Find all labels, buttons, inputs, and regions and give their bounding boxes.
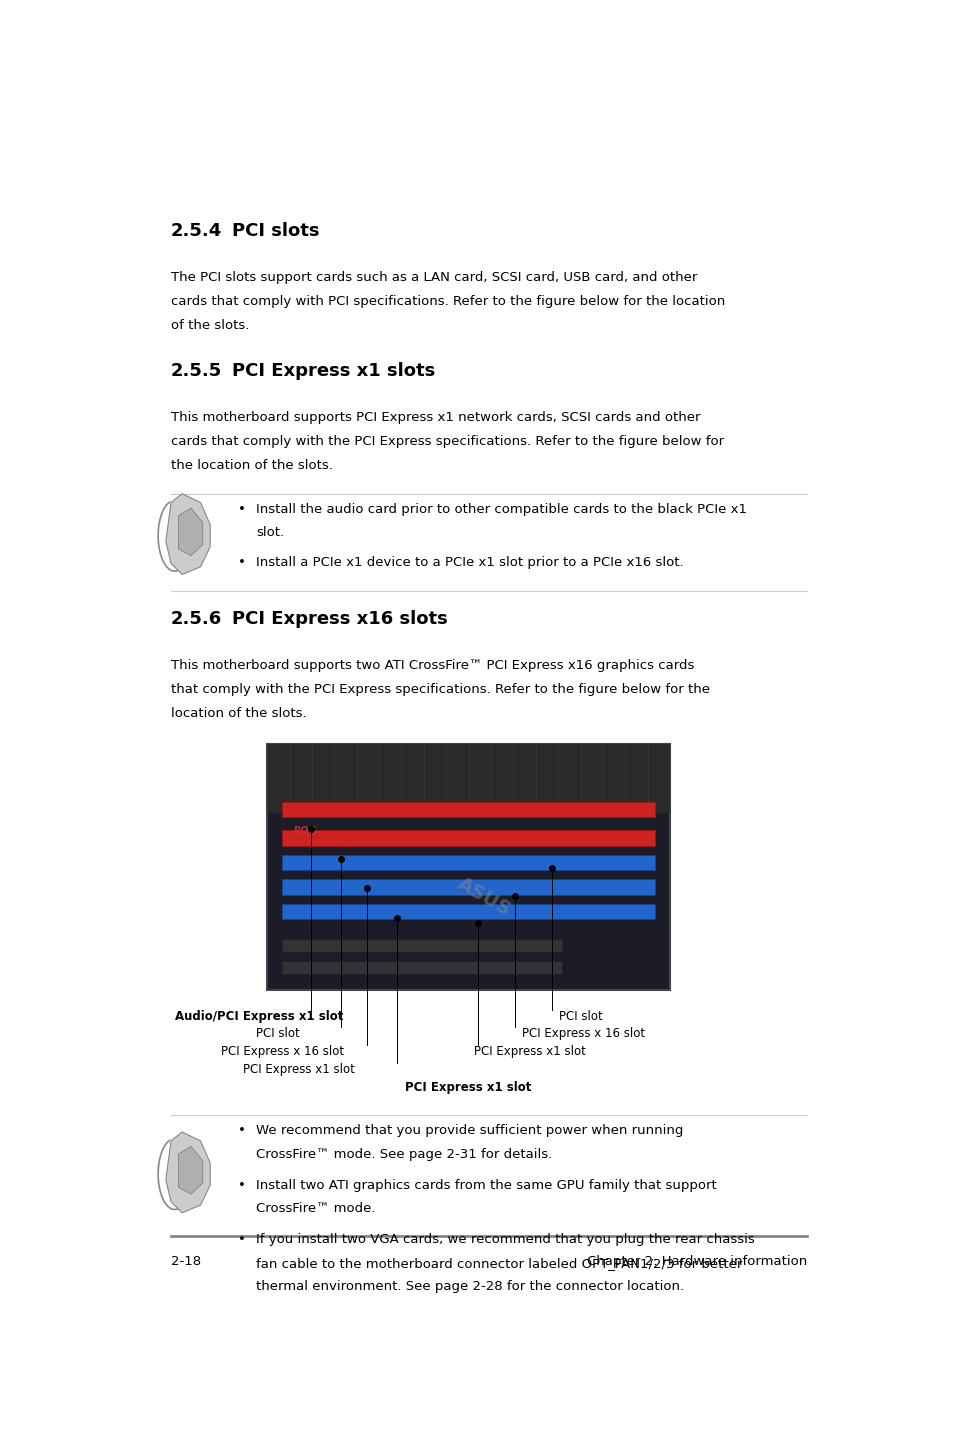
Text: cards that comply with PCI specifications. Refer to the figure below for the loc: cards that comply with PCI specification… xyxy=(171,295,724,308)
Text: •: • xyxy=(237,1232,245,1245)
Text: •: • xyxy=(237,555,245,568)
Text: of the slots.: of the slots. xyxy=(171,319,249,332)
Bar xyxy=(282,801,655,817)
Text: If you install two VGA cards, we recommend that you plug the rear chassis: If you install two VGA cards, we recomme… xyxy=(255,1232,754,1245)
Text: PCI slot: PCI slot xyxy=(558,1009,602,1022)
Text: thermal environment. See page 2-28 for the connector location.: thermal environment. See page 2-28 for t… xyxy=(255,1280,683,1293)
Text: CrossFire™ mode. See page 2-31 for details.: CrossFire™ mode. See page 2-31 for detai… xyxy=(255,1148,552,1160)
Text: 2-18: 2-18 xyxy=(171,1255,201,1268)
Polygon shape xyxy=(178,508,203,555)
Text: that comply with the PCI Express specifications. Refer to the figure below for t: that comply with the PCI Express specifi… xyxy=(171,683,709,696)
Text: Install the audio card prior to other compatible cards to the black PCIe x1: Install the audio card prior to other co… xyxy=(255,502,746,516)
Bar xyxy=(282,903,655,919)
Polygon shape xyxy=(178,1146,203,1194)
Text: Install two ATI graphics cards from the same GPU family that support: Install two ATI graphics cards from the … xyxy=(255,1179,716,1192)
Text: PCI Express x 16 slot: PCI Express x 16 slot xyxy=(521,1027,644,1040)
Text: PCI Express x1 slot: PCI Express x1 slot xyxy=(474,1045,585,1058)
Text: •: • xyxy=(237,1179,245,1192)
Text: Install a PCIe x1 device to a PCIe x1 slot prior to a PCIe x16 slot.: Install a PCIe x1 device to a PCIe x1 sl… xyxy=(255,555,683,568)
Text: CrossFire™ mode.: CrossFire™ mode. xyxy=(255,1202,375,1215)
Text: PCI Express x1 slot: PCI Express x1 slot xyxy=(405,1080,531,1093)
Text: Chapter 2: Hardware information: Chapter 2: Hardware information xyxy=(586,1255,806,1268)
Text: PCI slot: PCI slot xyxy=(255,1027,299,1040)
Bar xyxy=(282,961,561,975)
Bar xyxy=(282,831,655,846)
Text: •: • xyxy=(237,1125,245,1137)
Text: slot.: slot. xyxy=(255,526,284,539)
Text: Audio/PCI Express x1 slot: Audio/PCI Express x1 slot xyxy=(174,1009,343,1022)
Text: We recommend that you provide sufficient power when running: We recommend that you provide sufficient… xyxy=(255,1125,682,1137)
Bar xyxy=(267,743,669,989)
Text: PCI Express x1 slot: PCI Express x1 slot xyxy=(243,1063,355,1076)
Text: cards that comply with the PCI Express specifications. Refer to the figure below: cards that comply with the PCI Express s… xyxy=(171,434,723,449)
Text: PCI slots: PCI slots xyxy=(232,223,319,240)
Text: location of the slots.: location of the slots. xyxy=(171,707,306,720)
Bar xyxy=(282,879,655,894)
Text: PCI Express x1 slots: PCI Express x1 slots xyxy=(232,362,435,381)
Text: fan cable to the motherboard connector labeled OPT_FAN1/2/3 for better: fan cable to the motherboard connector l… xyxy=(255,1257,741,1270)
Text: The PCI slots support cards such as a LAN card, SCSI card, USB card, and other: The PCI slots support cards such as a LA… xyxy=(171,272,697,285)
Bar xyxy=(282,854,655,870)
Text: •: • xyxy=(237,502,245,516)
Text: ROG: ROG xyxy=(293,825,316,835)
Text: This motherboard supports two ATI CrossFire™ PCI Express x16 graphics cards: This motherboard supports two ATI CrossF… xyxy=(171,659,694,672)
Bar xyxy=(267,743,669,812)
Polygon shape xyxy=(166,493,210,575)
Bar xyxy=(282,939,561,952)
Text: PCI Express x 16 slot: PCI Express x 16 slot xyxy=(221,1045,344,1058)
Polygon shape xyxy=(166,1132,210,1212)
Text: This motherboard supports PCI Express x1 network cards, SCSI cards and other: This motherboard supports PCI Express x1… xyxy=(171,411,700,424)
Text: 2.5.5: 2.5.5 xyxy=(171,362,222,381)
Text: 2.5.6: 2.5.6 xyxy=(171,611,222,628)
Text: PCI Express x16 slots: PCI Express x16 slots xyxy=(232,611,447,628)
Text: ASUS: ASUS xyxy=(454,874,514,919)
Text: 2.5.4: 2.5.4 xyxy=(171,223,222,240)
Text: the location of the slots.: the location of the slots. xyxy=(171,459,333,472)
